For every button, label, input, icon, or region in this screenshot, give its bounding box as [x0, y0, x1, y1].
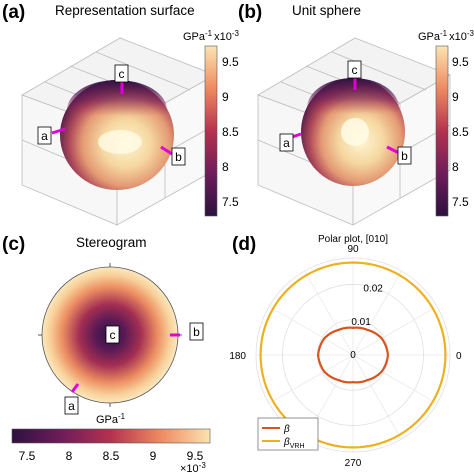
colorbar-c-tick: 9.5 — [187, 449, 204, 463]
colorbar-c-tick: 8.5 — [103, 449, 120, 463]
a-label-box-c — [64, 396, 79, 415]
panel-b: (b) Unit sphere c a b — [238, 2, 451, 226]
polar-grid-spoke — [304, 270, 354, 356]
c-axis-label: c — [119, 67, 125, 81]
b-axis-label: b — [175, 150, 182, 164]
colorbar-a-tick: 8.5 — [222, 125, 239, 139]
unit-sphere-top-shading — [307, 78, 399, 138]
colorbar-a: GPa-1 x10-3 9.5 9 8.5 8 7.5 — [183, 29, 240, 217]
panel-letter-a: (a) — [2, 2, 25, 23]
colorbar-c-tick: 8 — [66, 449, 73, 463]
polar-r-tick: 0.02 — [363, 284, 383, 295]
colorbar-c-scale: ×10-3 — [180, 461, 206, 475]
colorbar-b: GPa-1 x10-3 9.5 9 8.5 8 7.5 — [418, 29, 474, 217]
polar-grid-spoke — [268, 306, 354, 356]
b-label-box-c — [189, 322, 204, 341]
colorbar-c: GPa-1 7.5 8 8.5 9 9.5 ×10-3 — [11, 412, 211, 475]
polar-plot: 90 180 270 0 0 0.01 0.02 β βVRH — [229, 244, 462, 469]
panel-a: (a) Representation surface c a b — [2, 2, 216, 226]
panel-d: (d) Polar plot, [010] 90 180 270 0 0 0.01 0.02… — [229, 234, 462, 469]
polar-legend-label: βVRH — [283, 437, 305, 450]
a-label-box-b — [279, 133, 294, 152]
colorbar-c-tick: 9 — [150, 449, 157, 463]
colorbar-c-ticks: 7.5 8 8.5 9 9.5 — [19, 449, 204, 463]
polar-series-line — [259, 261, 447, 449]
colorbar-a-ticks: 9.5 9 8.5 8 7.5 — [222, 55, 239, 209]
b-axis-marker — [160, 145, 173, 156]
polar-series-line — [316, 326, 390, 384]
colorbar-b-unit: GPa-1 x10-3 — [418, 29, 474, 43]
polar-theta-tick: 0 — [456, 351, 462, 362]
colorbar-a-tick: 7.5 — [222, 195, 239, 209]
colorbar-b-tick: 8.5 — [452, 125, 469, 139]
colorbar-b-tick: 9 — [452, 90, 459, 104]
surface-highlight — [98, 130, 142, 154]
polar-grid-spoke — [352, 306, 438, 356]
a-label-box — [37, 126, 52, 145]
colorbar-b-tick: 7.5 — [452, 195, 469, 209]
a-axis-label-b: a — [283, 136, 290, 150]
colorbar-b-tick: 9.5 — [452, 55, 469, 69]
b-axis-marker-b — [386, 145, 400, 155]
colorbar-b-ramp — [435, 45, 449, 217]
colorbar-a-tick: 9.5 — [222, 55, 239, 69]
panel-letter-c: (c) — [2, 234, 25, 255]
a-axis-label-c: a — [68, 399, 75, 413]
a-axis-label: a — [41, 129, 48, 143]
c-label-box-b — [347, 60, 362, 79]
polar-title: Polar plot, [010] — [318, 234, 388, 245]
a-axis-marker — [51, 127, 66, 135]
unit-sphere-highlight — [341, 118, 369, 146]
b-label-box — [171, 147, 186, 166]
panel-title-a: Representation surface — [55, 3, 195, 18]
colorbar-c-tick: 7.5 — [19, 449, 36, 463]
polar-grid-spoke — [352, 354, 402, 440]
colorbar-c-ramp — [11, 428, 211, 444]
c-label-box-c — [105, 325, 120, 344]
colorbar-b-tick: 8 — [452, 160, 459, 174]
polar-grid-spoke — [352, 270, 402, 356]
polar-theta-tick: 90 — [347, 244, 359, 255]
panel-letter-d: (d) — [232, 234, 256, 255]
colorbar-a-tick: 9 — [222, 90, 229, 104]
polar-r-tick: 0 — [350, 350, 356, 361]
colorbar-a-unit: GPa-1 x10-3 — [183, 29, 240, 43]
a-axis-marker-c — [70, 383, 80, 393]
colorbar-a-tick: 8 — [222, 160, 229, 174]
polar-theta-tick: 180 — [229, 351, 246, 362]
panel-title-b: Unit sphere — [292, 3, 361, 18]
colorbar-a-ramp — [204, 45, 218, 217]
panel-letter-b: (b) — [238, 2, 262, 23]
b-axis-label-b: b — [401, 149, 408, 163]
surface-top-shading — [67, 80, 167, 140]
polar-legend-label: β — [283, 424, 290, 435]
panel-c: (c) Stereogram c b a — [2, 234, 204, 415]
polar-legend-box — [257, 417, 319, 451]
polar-theta-tick: 270 — [345, 458, 362, 469]
c-axis-label-b: c — [352, 63, 358, 77]
b-axis-label-c: b — [193, 325, 200, 339]
polar-grid-spoke — [268, 354, 354, 404]
polar-grid-spoke — [352, 354, 438, 404]
c-label-box — [114, 64, 129, 83]
polar-r-tick: 0.01 — [351, 317, 371, 328]
c-axis-label-c: c — [110, 328, 116, 342]
colorbar-b-ticks: 9.5 9 8.5 8 7.5 — [452, 55, 469, 209]
colorbar-c-unit: GPa-1 — [96, 412, 126, 426]
panel-title-c: Stereogram — [76, 235, 147, 250]
b-label-box-b — [397, 146, 412, 165]
